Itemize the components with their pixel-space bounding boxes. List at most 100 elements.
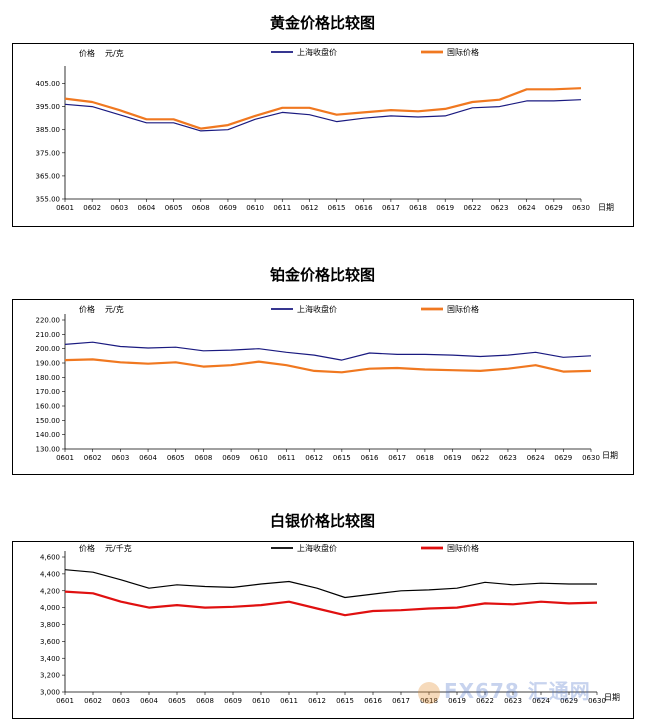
platinum-chart-title: 铂金价格比较图 bbox=[269, 266, 375, 284]
x-tick-label: 0611 bbox=[273, 204, 291, 212]
x-tick-label: 0604 bbox=[140, 697, 158, 705]
x-tick-label: 0630 bbox=[572, 204, 590, 212]
y-tick-label: 3,400 bbox=[40, 655, 60, 663]
x-tick-label: 0610 bbox=[252, 697, 270, 705]
x-tick-label: 0608 bbox=[195, 454, 213, 462]
y-tick-label: 180.00 bbox=[36, 374, 61, 382]
x-tick-label: 0622 bbox=[476, 697, 494, 705]
legend-label: 国际价格 bbox=[447, 543, 479, 553]
series-line bbox=[64, 358, 592, 374]
x-tick-label: 0605 bbox=[168, 697, 186, 705]
x-tick-label: 0624 bbox=[518, 204, 536, 212]
x-tick-label: 0616 bbox=[361, 454, 379, 462]
x-tick-label: 0623 bbox=[499, 454, 517, 462]
x-tick-label: 0605 bbox=[165, 204, 183, 212]
x-tick-label: 0622 bbox=[471, 454, 489, 462]
x-tick-label: 0611 bbox=[278, 454, 296, 462]
x-tick-label: 0618 bbox=[416, 454, 434, 462]
x-tick-label: 0619 bbox=[444, 454, 462, 462]
x-tick-label: 0618 bbox=[420, 697, 438, 705]
x-tick-label: 0623 bbox=[491, 204, 509, 212]
watermark-logo: FX678 汇通网 bbox=[418, 675, 628, 705]
legend-label: 国际价格 bbox=[447, 47, 479, 57]
x-tick-label: 0630 bbox=[582, 454, 600, 462]
legend-label: 上海收盘价 bbox=[297, 543, 337, 553]
x-tick-label: 0630 bbox=[588, 697, 606, 705]
x-tick-label: 0616 bbox=[355, 204, 373, 212]
x-tick-label: 0623 bbox=[504, 697, 522, 705]
y-tick-label: 3,000 bbox=[40, 689, 60, 697]
y-tick-label: 4,000 bbox=[40, 604, 60, 612]
legend-label: 上海收盘价 bbox=[297, 304, 337, 314]
silver-chart-svg: 3,000 3,200 3,400 3,600 3,800 4,000 4,200 4,400… bbox=[40, 543, 620, 705]
x-tick-label: 0612 bbox=[305, 454, 323, 462]
x-tick-label: 0618 bbox=[409, 204, 427, 212]
series-line bbox=[64, 99, 582, 132]
y-tick-label: 4,200 bbox=[40, 587, 60, 595]
x-tick-label: 0629 bbox=[560, 697, 578, 705]
gold-chart-title: 黄金价格比较图 bbox=[269, 14, 375, 32]
x-tick-label: 0605 bbox=[167, 454, 185, 462]
x-tick-label: 0610 bbox=[246, 204, 264, 212]
x-axis-label: 日期 bbox=[604, 693, 620, 702]
y-tick-label: 140.00 bbox=[36, 431, 61, 439]
x-tick-label: 0601 bbox=[56, 697, 74, 705]
watermark-text: FX678 汇通网 bbox=[444, 679, 591, 703]
x-tick-label: 0611 bbox=[280, 697, 298, 705]
y-tick-label: 405.00 bbox=[36, 80, 61, 88]
series-line bbox=[64, 590, 598, 617]
x-tick-label: 0601 bbox=[56, 454, 74, 462]
series-line bbox=[64, 341, 592, 361]
x-tick-label: 0601 bbox=[56, 204, 74, 212]
x-tick-label: 0615 bbox=[333, 454, 351, 462]
unit-label: 元/千克 bbox=[105, 543, 132, 553]
x-tick-label: 0603 bbox=[112, 697, 130, 705]
unit-label: 元/克 bbox=[105, 305, 124, 314]
silver-chart-title: 白银价格比较图 bbox=[269, 512, 375, 530]
y-tick-label: 160.00 bbox=[36, 403, 61, 411]
legend-label: 国际价格 bbox=[447, 304, 479, 314]
y-axis-label: 价格 bbox=[79, 304, 95, 314]
x-tick-label: 0612 bbox=[301, 204, 319, 212]
platinum-chart: 130.00 140.00 150.00 160.00 170.00 180.00 190.… bbox=[12, 299, 634, 475]
legend-label: 上海收盘价 bbox=[297, 47, 337, 57]
platinum-chart-svg: 130.00 140.00 150.00 160.00 170.00 180.00 190.… bbox=[36, 304, 619, 462]
x-axis-label: 日期 bbox=[602, 451, 618, 460]
y-tick-label: 3,200 bbox=[40, 672, 60, 680]
y-tick-label: 4,600 bbox=[40, 554, 60, 562]
unit-label: 元/克 bbox=[105, 49, 124, 58]
y-tick-label: 200.00 bbox=[36, 345, 61, 353]
y-tick-label: 170.00 bbox=[36, 388, 61, 396]
x-tick-label: 0615 bbox=[336, 697, 354, 705]
x-tick-label: 0603 bbox=[110, 204, 128, 212]
y-tick-label: 130.00 bbox=[36, 446, 61, 454]
x-tick-label: 0615 bbox=[328, 204, 346, 212]
x-tick-label: 0622 bbox=[463, 204, 481, 212]
y-tick-label: 4,400 bbox=[40, 570, 60, 578]
x-tick-label: 0612 bbox=[308, 697, 326, 705]
y-tick-label: 150.00 bbox=[36, 417, 61, 425]
x-tick-label: 0609 bbox=[222, 454, 240, 462]
series-line bbox=[64, 87, 582, 130]
x-tick-label: 0609 bbox=[219, 204, 237, 212]
x-tick-label: 0602 bbox=[84, 454, 102, 462]
y-tick-label: 355.00 bbox=[36, 196, 61, 204]
x-tick-label: 0604 bbox=[139, 454, 157, 462]
y-axis-label: 价格 bbox=[79, 48, 95, 58]
x-tick-label: 0602 bbox=[84, 697, 102, 705]
x-tick-label: 0619 bbox=[448, 697, 466, 705]
y-tick-label: 365.00 bbox=[36, 172, 61, 180]
x-axis-label: 日期 bbox=[598, 203, 614, 212]
x-tick-label: 0608 bbox=[192, 204, 210, 212]
y-axis-label: 价格 bbox=[79, 543, 95, 553]
y-tick-label: 210.00 bbox=[36, 331, 61, 339]
x-tick-label: 0616 bbox=[364, 697, 382, 705]
x-tick-label: 0603 bbox=[111, 454, 129, 462]
x-tick-label: 0624 bbox=[527, 454, 545, 462]
x-tick-label: 0610 bbox=[250, 454, 268, 462]
x-tick-label: 0617 bbox=[388, 454, 406, 462]
y-tick-label: 3,800 bbox=[40, 621, 60, 629]
watermark-circle-icon bbox=[418, 681, 440, 704]
y-tick-label: 395.00 bbox=[36, 103, 61, 111]
y-tick-label: 190.00 bbox=[36, 360, 61, 368]
